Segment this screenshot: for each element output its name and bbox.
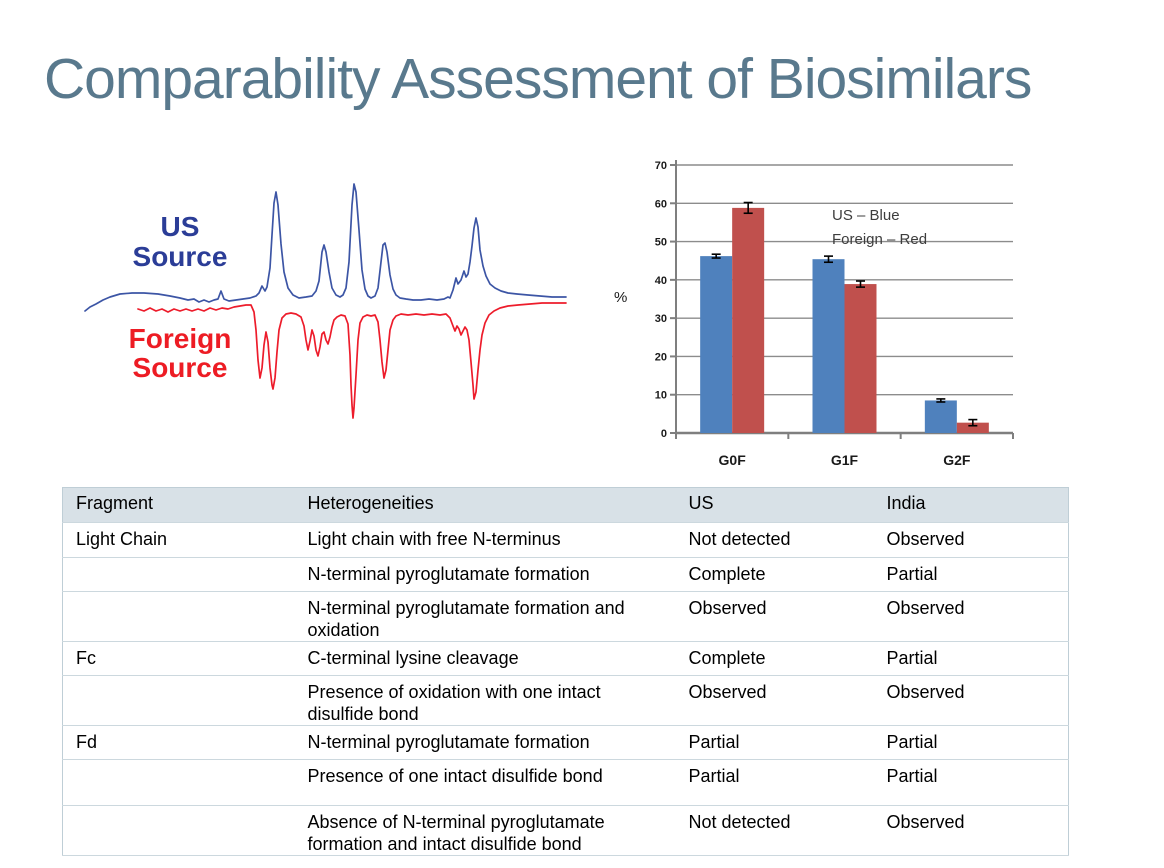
cell-fragment: Light Chain [62,522,295,558]
cell-fragment [62,591,295,642]
cell-heterogeneity: Presence of one intact disulfide bond [294,759,676,806]
cell-heterogeneity: N-terminal pyroglutamate formation [294,725,676,760]
cell-us: Not detected [675,805,874,856]
bar-foreign-g0f [732,207,765,433]
cell-fragment [62,805,295,856]
bar-us-g1f [812,259,845,433]
cell-us: Observed [675,591,874,642]
cell-india: Observed [873,675,1069,726]
cell-india: Observed [873,805,1069,856]
cell-us: Complete [675,557,874,592]
table-row: Fc C-terminal lysine cleavage Complete P… [62,641,1069,676]
us-trace [84,183,567,312]
cell-india: Partial [873,557,1069,592]
foreign-source-label: Foreign Source [128,323,232,383]
cell-us: Not detected [675,522,874,558]
cell-fragment: Fc [62,641,295,676]
y-tick-label: 30 [655,313,667,325]
cell-heterogeneity: Absence of N-terminal pyroglutamate form… [294,805,676,856]
table-header-row: Fragment Heterogeneities US India [62,487,1069,523]
cell-heterogeneity: Presence of oxidation with one intact di… [294,675,676,726]
foreign-trace [137,302,567,419]
col-header-india: India [873,487,1069,523]
legend-line: US – Blue [832,207,900,224]
cell-us: Partial [675,759,874,806]
cell-heterogeneity: N-terminal pyroglutamate formation [294,557,676,592]
y-tick-label: 20 [655,351,667,363]
cell-india: Partial [873,641,1069,676]
col-header-heterogeneities: Heterogeneities [294,487,676,523]
bar-us-g0f [700,256,733,433]
y-axis-unit-label: % [614,289,627,306]
cell-heterogeneity: Light chain with free N-terminus [294,522,676,558]
y-tick-label: 10 [655,390,667,402]
cell-india: Partial [873,759,1069,806]
y-tick-label: 70 [655,160,667,172]
bar-us-g2f [924,400,957,433]
col-header-us: US [675,487,874,523]
bar-foreign-g1f [844,284,877,433]
cell-fragment [62,557,295,592]
cell-fragment [62,759,295,806]
table-row: N-terminal pyroglutamate formation and o… [62,591,1069,642]
bar-foreign-g2f [956,422,989,433]
y-tick-label: 50 [655,237,667,249]
table-row: Absence of N-terminal pyroglutamate form… [62,805,1069,856]
cell-fragment: Fd [62,725,295,760]
table-row: Fd N-terminal pyroglutamate formation Pa… [62,725,1069,760]
cell-us: Observed [675,675,874,726]
y-tick-label: 60 [655,198,667,210]
y-tick-label: 40 [655,275,667,287]
table-row: Presence of one intact disulfide bond Pa… [62,759,1069,806]
cell-heterogeneity: C-terminal lysine cleavage [294,641,676,676]
category-label: G0F [719,452,747,468]
cell-us: Complete [675,641,874,676]
glycan-bar-chart: 0 10 20 30 40 50 60 70 G0F G1F G2F US – Blue Foreign… [600,150,1064,480]
table-row: N-terminal pyroglutamate formation Compl… [62,557,1069,592]
bar-chart-svg: 0 10 20 30 40 50 60 70 G0F G1F G2F US – Blue Foreign… [614,160,1014,468]
cell-india: Observed [873,522,1069,558]
page-title: Comparability Assessment of Biosimilars [44,47,1032,111]
cell-fragment [62,675,295,726]
cell-india: Observed [873,591,1069,642]
category-label: G2F [943,452,971,468]
table-row: Presence of oxidation with one intact di… [62,675,1069,726]
comparability-table: Fragment Heterogeneities US India Light … [62,487,1069,856]
cell-india: Partial [873,725,1069,760]
us-source-label: US Source [132,211,228,272]
cell-us: Partial [675,725,874,760]
cell-heterogeneity: N-terminal pyroglutamate formation and o… [294,591,676,642]
table-row: Light Chain Light chain with free N-term… [62,522,1069,558]
col-header-fragment: Fragment [62,487,295,523]
category-label: G1F [831,452,859,468]
y-tick-label: 0 [661,428,667,440]
legend-line: Foreign – Red [832,231,927,248]
